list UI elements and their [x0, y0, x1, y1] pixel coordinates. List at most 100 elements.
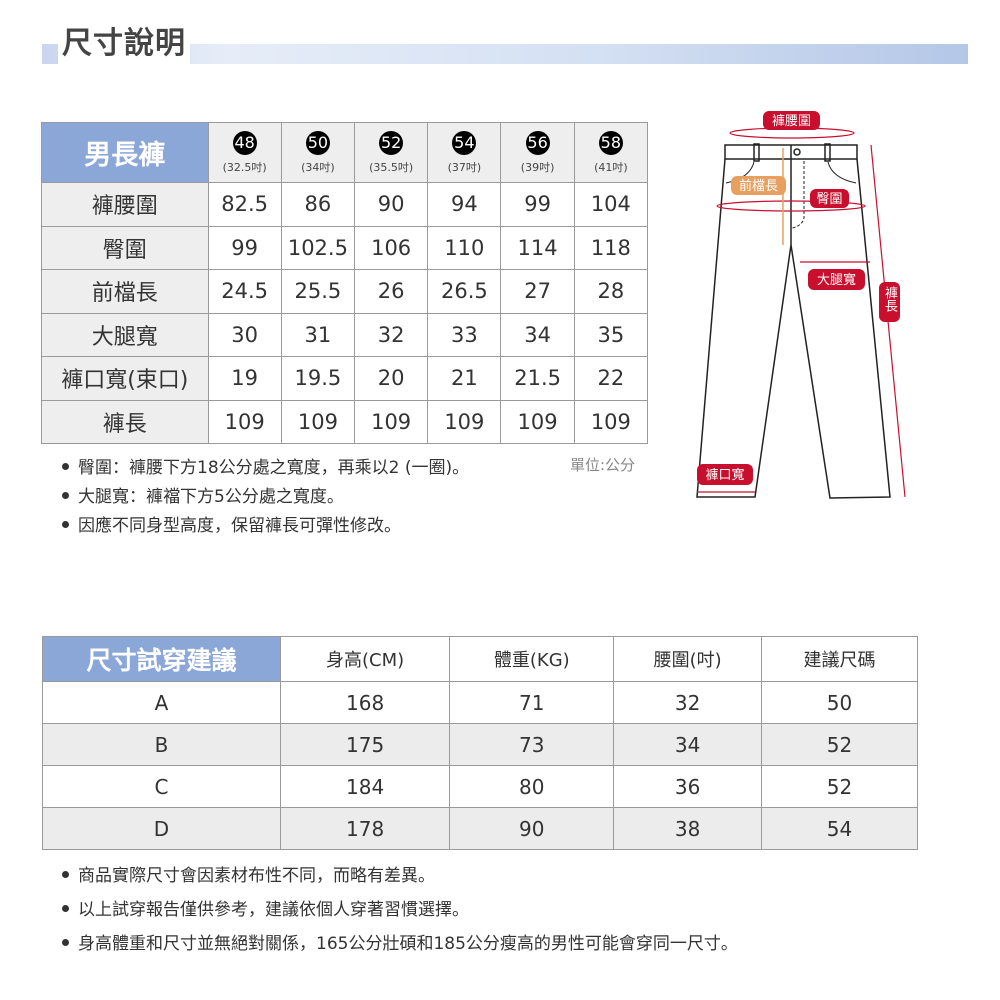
- hip-label: 臀圍: [816, 192, 842, 207]
- column-header: 建議尺碼: [760, 636, 919, 682]
- size-col: 58 (41吋): [573, 122, 649, 183]
- table-cell: 99: [500, 182, 575, 227]
- column-header: 體重(KG): [449, 636, 615, 682]
- waist-label: 褲腰圍: [772, 114, 811, 129]
- table-cell: 114: [500, 225, 575, 270]
- note: 臀圍：褲腰下方18公分處之寬度，再乘以2 (一圈)。: [58, 453, 469, 482]
- table-cell: 80: [449, 765, 615, 808]
- table-cell: 54: [760, 807, 919, 850]
- label-thigh: 大腿寬: [808, 269, 865, 290]
- length-label: 褲長: [882, 286, 898, 312]
- row-label: B: [42, 723, 281, 766]
- table-row: A 168 71 32 50: [42, 681, 919, 724]
- table-row: 前檔長 24.5 25.5 26 26.5 27 28: [41, 269, 649, 314]
- table-cell: 168: [279, 681, 451, 724]
- size-col: 54 (37吋): [427, 122, 502, 183]
- label-length: 褲長: [879, 282, 900, 322]
- size-inch: (39吋): [520, 161, 555, 174]
- table-cell: 94: [427, 182, 502, 227]
- table-cell: 26: [354, 269, 429, 314]
- table-cell: 50: [760, 681, 919, 724]
- table-cell: 19.5: [280, 356, 356, 401]
- column-header: 身高(CM): [279, 636, 451, 682]
- size-inch: (34吋): [301, 161, 335, 174]
- table-cell: 104: [573, 182, 649, 227]
- label-rise: 前檔長: [731, 176, 786, 195]
- table-cell: 109: [573, 399, 649, 444]
- size-col: 52 (35.5吋): [354, 122, 429, 183]
- hem-label: 褲口寬: [705, 467, 744, 483]
- table-row: 臀圍 99 102.5 106 110 114 118: [41, 225, 649, 270]
- table-cell: 31: [280, 312, 356, 357]
- header-bar: [42, 44, 968, 64]
- table-row: D 178 90 38 54: [42, 807, 919, 850]
- table-cell: 36: [613, 765, 762, 808]
- fit-table-title: 尺寸試穿建議: [42, 636, 281, 682]
- note: 身高體重和尺寸並無絕對關係，165公分壯碩和185公分瘦高的男性可能會穿同一尺寸…: [58, 929, 738, 963]
- note: 以上試穿報告僅供參考，建議依個人穿著習慣選擇。: [58, 895, 738, 929]
- table-cell: 71: [449, 681, 615, 724]
- table-cell: 34: [500, 312, 575, 357]
- size-badge: 56: [525, 131, 550, 155]
- table-cell: 82.5: [207, 182, 282, 227]
- table-cell: 86: [280, 182, 356, 227]
- unit-label: 單位:公分: [570, 456, 636, 474]
- row-label: C: [42, 765, 281, 808]
- row-label: 前檔長: [41, 269, 209, 314]
- table-cell: 118: [573, 225, 649, 270]
- pants-diagram: 褲腰圍 前檔長 臀圍 大腿寬 褲長 褲口寬: [696, 111, 906, 499]
- note: 商品實際尺寸會因素材布性不同，而略有差異。: [58, 861, 738, 895]
- table-cell: 109: [427, 399, 502, 444]
- size-notes: 臀圍：褲腰下方18公分處之寬度，再乘以2 (一圈)。 大腿寬：褲襠下方5公分處之…: [58, 453, 469, 540]
- table-cell: 19: [207, 356, 282, 401]
- table-row: 褲長 109 109 109 109 109 109: [41, 399, 649, 444]
- table-cell: 102.5: [280, 225, 356, 270]
- size-col: 48 (32.5吋): [207, 122, 282, 183]
- row-label: 褲腰圍: [41, 182, 209, 227]
- table-cell: 52: [760, 723, 919, 766]
- size-badge: 52: [379, 131, 404, 155]
- size-col: 56 (39吋): [500, 122, 575, 183]
- table-cell: 109: [207, 399, 282, 444]
- table-cell: 184: [279, 765, 451, 808]
- table-cell: 38: [613, 807, 762, 850]
- label-waist: 褲腰圍: [763, 111, 820, 130]
- table-cell: 33: [427, 312, 502, 357]
- size-inch: (37吋): [447, 161, 482, 174]
- table-cell: 106: [354, 225, 429, 270]
- size-inch: (35.5吋): [369, 161, 414, 174]
- table-cell: 34: [613, 723, 762, 766]
- fit-header-row: 尺寸試穿建議 身高(CM) 體重(KG) 腰圍(吋) 建議尺碼: [42, 636, 919, 682]
- page-title: 尺寸說明: [58, 24, 190, 64]
- label-hem: 褲口寬: [697, 464, 753, 485]
- size-inch: (32.5吋): [222, 161, 267, 174]
- size-badge: 50: [305, 131, 330, 155]
- table-cell: 32: [354, 312, 429, 357]
- table-cell: 35: [573, 312, 649, 357]
- table-cell: 109: [280, 399, 356, 444]
- row-label: 褲口寬(束口): [41, 356, 209, 401]
- size-header-row: 男長褲 48 (32.5吋) 50 (34吋) 52 (35.5吋) 54 (37吋) …: [41, 122, 649, 183]
- table-cell: 110: [427, 225, 502, 270]
- table-cell: 25.5: [280, 269, 356, 314]
- label-hip: 臀圍: [810, 189, 849, 208]
- table-row: 褲腰圍 82.5 86 90 94 99 104: [41, 182, 649, 227]
- table-cell: 21.5: [500, 356, 575, 401]
- table-cell: 99: [207, 225, 282, 270]
- table-cell: 175: [279, 723, 451, 766]
- fit-table: 尺寸試穿建議 身高(CM) 體重(KG) 腰圍(吋) 建議尺碼 A 168 71 32…: [42, 636, 919, 850]
- table-row: 大腿寬 30 31 32 33 34 35: [41, 312, 649, 357]
- rise-label: 前檔長: [739, 178, 778, 194]
- table-cell: 27: [500, 269, 575, 314]
- thigh-label: 大腿寬: [817, 272, 856, 288]
- size-badge: 54: [452, 131, 477, 155]
- table-cell: 109: [354, 399, 429, 444]
- table-cell: 109: [500, 399, 575, 444]
- size-col: 50 (34吋): [280, 122, 356, 183]
- table-cell: 28: [573, 269, 649, 314]
- size-table: 男長褲 48 (32.5吋) 50 (34吋) 52 (35.5吋) 54 (37吋) …: [41, 122, 649, 444]
- table-cell: 20: [354, 356, 429, 401]
- row-label: 褲長: [41, 399, 209, 444]
- table-row: C 184 80 36 52: [42, 765, 919, 808]
- row-label: 臀圍: [41, 225, 209, 270]
